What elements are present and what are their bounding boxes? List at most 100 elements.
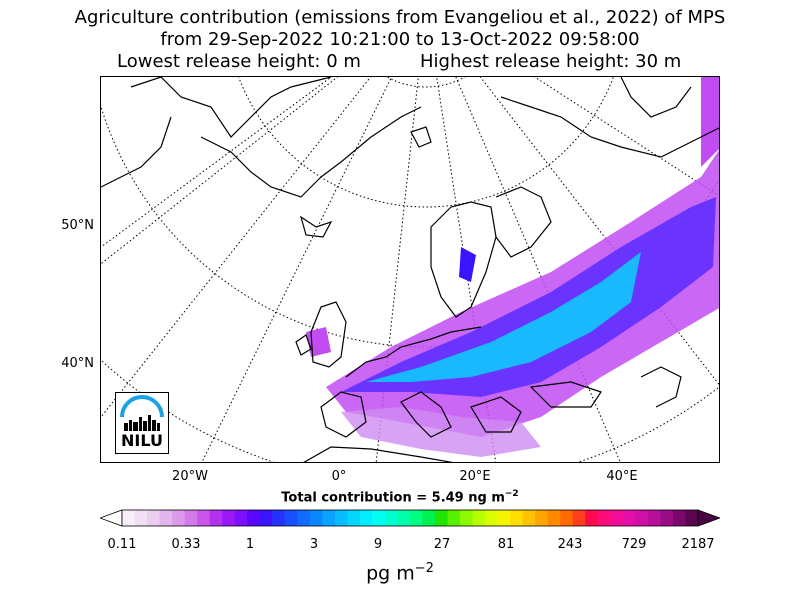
- colorbar-segment: [522, 510, 536, 526]
- lon-label-40e: 40°E: [606, 469, 638, 484]
- graticule-lat-70n: [386, 77, 466, 88]
- colorbar-segment: [284, 510, 298, 526]
- colorbar-segment: [272, 510, 286, 526]
- colorbar-frame: [121, 509, 699, 527]
- coast-scandinavia: [430, 201, 497, 318]
- coast-novaya-zemlya: [620, 77, 692, 118]
- lat-label-40n: 40°N: [61, 356, 94, 371]
- nilu-arc: [120, 395, 164, 418]
- colorbar-segment: [197, 510, 211, 526]
- coast-north-europe: [345, 326, 482, 378]
- colorbar-segment: [472, 510, 486, 526]
- colorbar-under-arrow: [100, 509, 123, 527]
- colorbar-segment: [134, 510, 148, 526]
- colorbar-segment: [597, 510, 611, 526]
- colorbar-segment: [635, 510, 649, 526]
- colorbar-segment: [172, 510, 186, 526]
- colorbar-over-arrow: [697, 509, 720, 527]
- colorbar-segment: [572, 510, 586, 526]
- colorbar-tick-label: 81: [497, 537, 515, 552]
- colorbar-segment: [384, 510, 398, 526]
- graticule-meridian-0: [375, 77, 419, 462]
- colorbar-tick-label: 0.11: [107, 537, 137, 552]
- colorbar-segment: [672, 510, 686, 526]
- coast-ireland: [295, 334, 312, 356]
- colorbar-tick-label: 243: [557, 537, 583, 552]
- lowest-release-height: Lowest release height: 0 m: [117, 51, 361, 72]
- coastlines: [101, 77, 719, 462]
- graticule-meridian-60w: [101, 77, 339, 265]
- coast-iceland: [299, 215, 333, 238]
- graticule-meridian-40w: [101, 77, 333, 248]
- coast-greenland-west: [130, 77, 332, 138]
- graticule-meridian-40e: [455, 77, 621, 462]
- colorbar-segment: [372, 510, 386, 526]
- colorbar: [100, 509, 720, 527]
- colorbar-segment: [184, 510, 198, 526]
- colorbar-segment: [147, 510, 161, 526]
- colorbar-segment: [259, 510, 273, 526]
- colorbar-segment: [660, 510, 674, 526]
- nilu-logo-text: NILU: [121, 431, 163, 450]
- colorbar-tick-label: 729: [621, 537, 647, 552]
- map-panel: [100, 76, 720, 463]
- graticule-meridian-10w: [201, 77, 393, 462]
- colorbar-segment: [685, 510, 699, 526]
- colorbar-unit-exponent: −2: [414, 561, 434, 576]
- colorbar-tick-label: 3: [309, 537, 319, 552]
- nilu-logo-mark: [120, 395, 164, 431]
- highest-release-height: Highest release height: 30 m: [420, 51, 682, 72]
- colorbar-unit-text: pg m: [366, 562, 415, 585]
- coast-canada: [101, 116, 172, 188]
- colorbar-segment: [159, 510, 173, 526]
- coast-italy: [400, 391, 452, 438]
- colorbar-segment: [622, 510, 636, 526]
- coast-britain: [310, 301, 347, 368]
- coast-russia-arctic: [500, 96, 719, 158]
- colorbar-segment: [497, 510, 511, 526]
- colorbar-segment: [234, 510, 248, 526]
- colorbar-tick-label: 0.33: [171, 537, 201, 552]
- colorbar-segment: [535, 510, 549, 526]
- plume-mid: [341, 197, 716, 397]
- total-contribution-exponent: −2: [504, 489, 519, 499]
- colorbar-segment: [647, 510, 661, 526]
- coast-finland: [495, 186, 552, 258]
- lon-label-0: 0°: [331, 469, 347, 484]
- colorbar-segment: [322, 510, 336, 526]
- lon-label-20e: 20°E: [459, 469, 491, 484]
- colorbar-tick-label: 27: [433, 537, 451, 552]
- colorbar-segment: [297, 510, 311, 526]
- colorbar-tick-label: 2187: [681, 537, 715, 552]
- colorbar-segment: [410, 510, 424, 526]
- graticule-meridian-70e: [533, 77, 719, 197]
- colorbar-segment: [247, 510, 261, 526]
- colorbar-segment: [585, 510, 599, 526]
- plume-britain: [306, 327, 331, 357]
- coast-iberia: [320, 391, 367, 438]
- lat-label-50n: 50°N: [61, 218, 94, 233]
- colorbar-segment: [435, 510, 449, 526]
- coast-balkans: [470, 396, 522, 433]
- nilu-logo: NILU: [115, 392, 169, 454]
- colorbar-segment: [510, 510, 524, 526]
- colorbar-segment: [422, 510, 436, 526]
- colorbar-unit: pg m−2: [0, 561, 800, 584]
- nilu-skyline: [124, 415, 160, 431]
- lon-label-20w: 20°W: [172, 469, 208, 484]
- plume-scandinavia: [459, 247, 476, 282]
- colorbar-segment: [485, 510, 499, 526]
- colorbar-segment: [309, 510, 323, 526]
- colorbar-tick-label: 9: [373, 537, 383, 552]
- total-contribution-text: Total contribution = 5.49 ng m: [281, 490, 505, 506]
- colorbar-segment: [460, 510, 474, 526]
- colorbar-segment: [547, 510, 561, 526]
- coast-greenland-south: [200, 106, 422, 198]
- coast-svalbard: [410, 126, 432, 148]
- colorbar-segment: [222, 510, 236, 526]
- plot-title-line-1: Agriculture contribution (emissions from…: [74, 7, 726, 28]
- colorbar-segment: [610, 510, 624, 526]
- colorbar-segment: [209, 510, 223, 526]
- colorbar-segment: [447, 510, 461, 526]
- colorbar-segment: [122, 510, 136, 526]
